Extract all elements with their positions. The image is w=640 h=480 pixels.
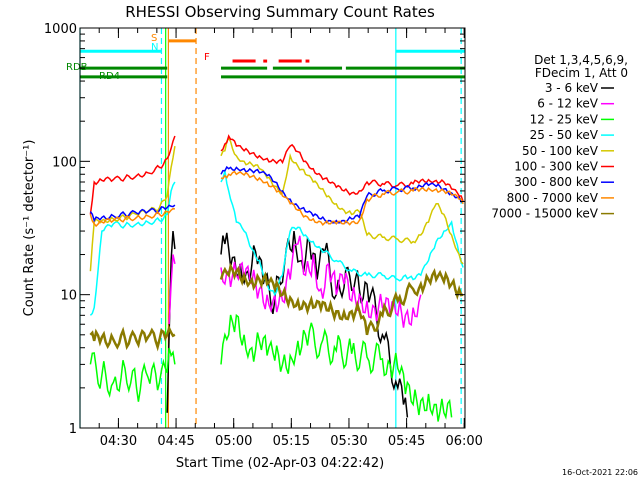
state-bar-label-4: F [204,52,210,63]
series-line-6-seg-0 [89,204,176,223]
series-line-4-seg-0 [89,145,176,272]
series-line-5-seg-0 [89,135,176,215]
series-line-3-seg-1 [220,170,464,297]
series-lines [89,134,464,422]
state-bars: RDB RD4 F [66,39,465,82]
series-line-1-seg-1 [220,235,422,328]
series-line-8-seg-0 [89,324,176,352]
x-tick-label-0: 04:30 [100,434,137,449]
y-tick-label-1: 10 [60,289,77,304]
x-tick-label-4: 05:30 [330,434,367,449]
legend-label-8: 7000 - 15000 keV [491,207,598,221]
flag-1: N [151,42,158,53]
plot-frame [79,27,466,429]
y-axis-ticks: 1 10 100 1000 [44,22,465,437]
vertical-markers [79,28,462,428]
x-tick-label-3: 05:15 [273,434,310,449]
legend-label-2: 12 - 25 keV [530,112,599,126]
series-line-6-seg-1 [220,165,464,224]
x-axis-label: Start Time (02-Apr-03 04:22:42) [176,456,384,471]
series-line-1-seg-0 [168,254,176,325]
x-tick-label-5: 05:45 [388,434,425,449]
state-bar-label-1: RD4 [99,71,120,82]
x-tick-label-6: 06:00 [445,434,482,449]
legend-label-5: 100 - 300 keV [514,160,598,174]
legend-label-0: 3 - 6 keV [545,81,599,95]
legend-label-1: 6 - 12 keV [537,97,599,111]
series-line-3-seg-0 [89,181,176,316]
legend-header-1: FDecim 1, Att 0 [535,66,628,80]
series-line-7-seg-0 [89,207,175,228]
generation-timestamp: 16-Oct-2021 22:06 [562,468,638,477]
chart-title: RHESSI Observing Summary Count Rates [125,3,435,21]
y-tick-label-0: 1 [69,422,77,437]
legend-label-7: 800 - 7000 keV [507,191,599,205]
series-line-5-seg-1 [220,134,464,202]
legend-label-4: 50 - 100 keV [522,144,599,158]
state-bar-label-0: RDB [66,62,88,73]
legend-header-0: Det 1,3,4,5,6,9, [534,53,628,67]
legend-label-3: 25 - 50 keV [530,128,599,142]
series-line-7-seg-1 [220,170,464,226]
y-tick-label-3: 1000 [44,22,77,37]
x-tick-label-1: 04:45 [157,434,194,449]
x-tick-label-2: 05:00 [215,434,252,449]
x-axis-ticks: 04:30 04:45 05:00 05:15 05:30 05:45 06:00 [79,28,483,449]
series-line-2-seg-1 [220,313,453,422]
legend: Det 1,3,4,5,6,9,FDecim 1, Att 03 - 6 keV… [491,53,628,221]
series-line-4-seg-1 [220,136,464,265]
legend-label-6: 300 - 800 keV [514,175,598,189]
y-tick-label-2: 100 [52,155,77,170]
y-axis-label: Count Rate (s⁻¹ detector⁻¹) [22,140,37,317]
state-flags: SN [151,33,158,53]
series-line-2-seg-0 [89,347,176,402]
flag-0: S [151,33,157,44]
series-line-8-seg-1 [219,262,464,336]
